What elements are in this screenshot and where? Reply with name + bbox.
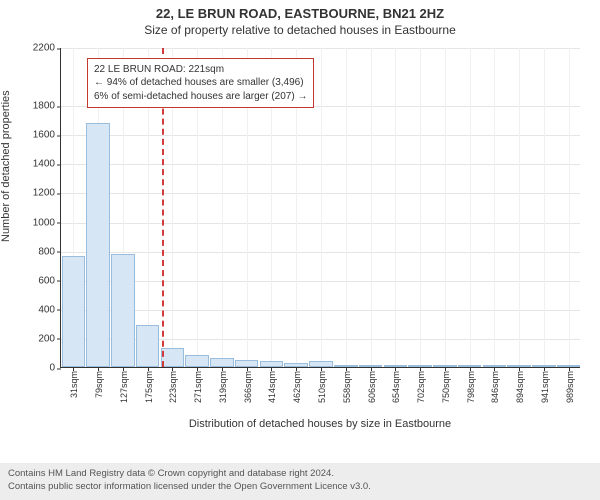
x-tick-label: 79sqm — [94, 367, 104, 398]
gridline-v — [569, 48, 570, 367]
y-tick-label: 1400 — [33, 159, 61, 170]
x-tick-label: 750sqm — [441, 367, 451, 403]
gridline-v — [395, 48, 396, 367]
y-axis-label: Number of detached properties — [0, 90, 12, 242]
histogram-bar — [86, 123, 110, 367]
x-tick-label: 175sqm — [144, 367, 154, 403]
footer-line2: Contains public sector information licen… — [8, 481, 592, 494]
x-tick-label: 941sqm — [540, 367, 550, 403]
x-tick-label: 223sqm — [168, 367, 178, 403]
y-tick-label: 1200 — [33, 188, 61, 199]
y-tick-label: 400 — [38, 304, 61, 315]
gridline-v — [519, 48, 520, 367]
gridline-v — [321, 48, 322, 367]
footer: Contains HM Land Registry data © Crown c… — [0, 463, 600, 500]
chart-container: Number of detached properties 0200400600… — [0, 42, 600, 442]
x-tick-label: 462sqm — [292, 367, 302, 403]
gridline-v — [371, 48, 372, 367]
y-tick-label: 0 — [49, 363, 61, 374]
x-tick-label: 606sqm — [367, 367, 377, 403]
gridline-v — [494, 48, 495, 367]
gridline-v — [420, 48, 421, 367]
gridline-v — [544, 48, 545, 367]
x-tick-label: 366sqm — [243, 367, 253, 403]
page-subtitle: Size of property relative to detached ho… — [0, 21, 600, 41]
y-tick-label: 1000 — [33, 217, 61, 228]
histogram-bar — [136, 325, 160, 367]
x-tick-label: 702sqm — [416, 367, 426, 403]
histogram-bar — [185, 355, 209, 367]
x-tick-label: 798sqm — [466, 367, 476, 403]
annotation-line3: 6% of semi-detached houses are larger (2… — [94, 90, 307, 104]
histogram-bar — [111, 254, 135, 367]
x-tick-label: 414sqm — [267, 367, 277, 403]
histogram-bar — [210, 358, 234, 367]
x-tick-label: 510sqm — [317, 367, 327, 403]
y-tick-label: 200 — [38, 333, 61, 344]
x-tick-label: 989sqm — [565, 367, 575, 403]
footer-line1: Contains HM Land Registry data © Crown c… — [8, 468, 592, 481]
y-tick-label: 800 — [38, 246, 61, 257]
x-tick-label: 319sqm — [218, 367, 228, 403]
x-tick-label: 654sqm — [391, 367, 401, 403]
x-axis-label: Distribution of detached houses by size … — [60, 418, 580, 430]
annotation-line1: 22 LE BRUN ROAD: 221sqm — [94, 63, 307, 77]
x-tick-label: 558sqm — [342, 367, 352, 403]
gridline-v — [346, 48, 347, 367]
x-tick-label: 127sqm — [119, 367, 129, 403]
gridline-v — [470, 48, 471, 367]
y-tick-label: 600 — [38, 275, 61, 286]
x-tick-label: 846sqm — [490, 367, 500, 403]
y-tick-label: 1800 — [33, 101, 61, 112]
page-title: 22, LE BRUN ROAD, EASTBOURNE, BN21 2HZ — [0, 0, 600, 21]
gridline-v — [445, 48, 446, 367]
x-tick-label: 31sqm — [69, 367, 79, 398]
annotation-line2: ← 94% of detached houses are smaller (3,… — [94, 76, 307, 90]
annotation-box: 22 LE BRUN ROAD: 221sqm ← 94% of detache… — [87, 58, 314, 109]
x-tick-label: 894sqm — [515, 367, 525, 403]
y-tick-label: 1600 — [33, 130, 61, 141]
histogram-bar — [235, 360, 259, 367]
y-tick-label: 2200 — [33, 43, 61, 54]
plot-area: 020040060080010001200140016001800220031s… — [60, 48, 580, 368]
histogram-bar — [62, 256, 86, 367]
x-tick-label: 271sqm — [193, 367, 203, 403]
